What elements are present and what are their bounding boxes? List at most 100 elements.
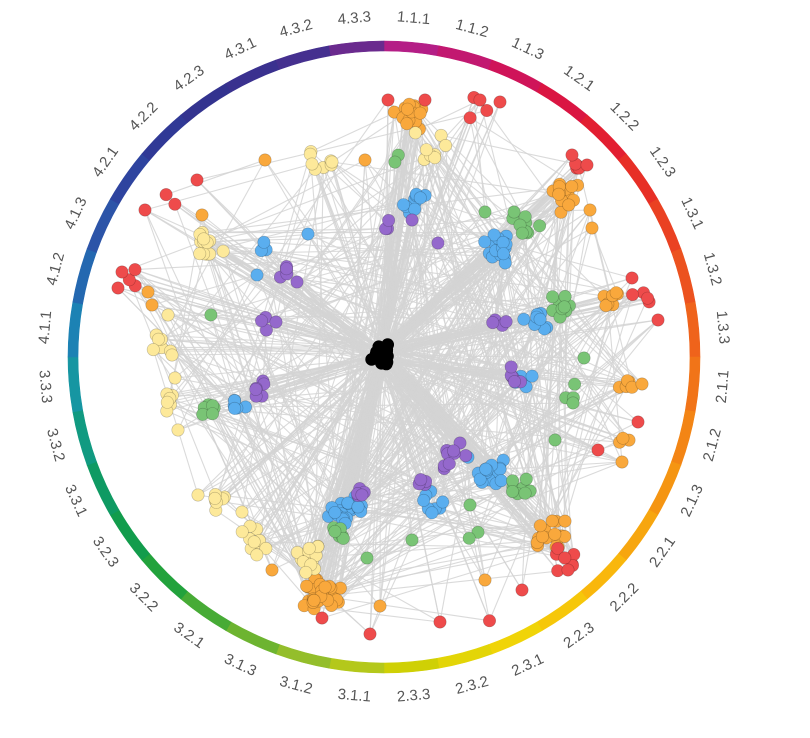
- network-node-blue[interactable]: [425, 506, 439, 520]
- network-node-purple[interactable]: [249, 382, 263, 396]
- network-node-blue[interactable]: [496, 247, 510, 261]
- network-node-red[interactable]: [168, 197, 182, 211]
- network-node-blue[interactable]: [417, 493, 431, 507]
- network-node-yellow[interactable]: [193, 247, 207, 261]
- network-node-yellow[interactable]: [428, 151, 442, 165]
- network-node-green[interactable]: [577, 351, 591, 365]
- network-node-green[interactable]: [505, 484, 519, 498]
- network-node-orange[interactable]: [265, 563, 279, 577]
- network-node-red[interactable]: [651, 313, 665, 327]
- network-node-purple[interactable]: [447, 444, 461, 458]
- network-node-blue[interactable]: [301, 227, 315, 241]
- network-node-orange[interactable]: [545, 514, 559, 528]
- network-node-purple[interactable]: [382, 213, 396, 227]
- network-node-yellow[interactable]: [247, 535, 261, 549]
- network-node-red[interactable]: [433, 615, 447, 629]
- network-node-green[interactable]: [515, 226, 529, 240]
- network-node-orange[interactable]: [195, 208, 209, 222]
- network-node-orange[interactable]: [558, 514, 572, 528]
- network-node-green[interactable]: [471, 525, 485, 539]
- network-node-orange[interactable]: [562, 198, 576, 212]
- network-node-orange[interactable]: [373, 599, 387, 613]
- network-node-blue[interactable]: [487, 228, 501, 242]
- network-node-orange[interactable]: [400, 102, 414, 116]
- network-node-green[interactable]: [533, 219, 547, 233]
- network-node-purple[interactable]: [405, 213, 419, 227]
- network-node-orange[interactable]: [552, 187, 566, 201]
- network-node-green[interactable]: [548, 433, 562, 447]
- network-node-orange[interactable]: [565, 179, 579, 193]
- network-node-red[interactable]: [418, 93, 432, 107]
- network-node-green[interactable]: [206, 407, 220, 421]
- network-node-blue[interactable]: [328, 505, 342, 519]
- network-node-red[interactable]: [115, 265, 129, 279]
- network-node-blue[interactable]: [479, 462, 493, 476]
- network-node-blue[interactable]: [478, 235, 492, 249]
- network-node-purple[interactable]: [290, 275, 304, 289]
- network-node-red[interactable]: [641, 291, 655, 305]
- network-node-yellow[interactable]: [151, 332, 165, 346]
- network-node-red[interactable]: [631, 415, 645, 429]
- network-node-yellow[interactable]: [165, 348, 179, 362]
- network-node-purple[interactable]: [507, 375, 521, 389]
- network-node-green[interactable]: [545, 290, 559, 304]
- network-node-blue[interactable]: [525, 369, 539, 383]
- network-node-yellow[interactable]: [305, 157, 319, 171]
- network-node-red[interactable]: [591, 443, 605, 457]
- network-node-yellow[interactable]: [146, 343, 160, 357]
- network-node-yellow[interactable]: [299, 565, 313, 579]
- network-node-yellow[interactable]: [250, 548, 264, 562]
- network-node-orange[interactable]: [358, 153, 372, 167]
- network-node-purple[interactable]: [442, 457, 456, 471]
- network-node-red[interactable]: [580, 158, 594, 172]
- network-node-red[interactable]: [493, 95, 507, 109]
- network-node-blue[interactable]: [228, 401, 242, 415]
- network-node-blue[interactable]: [436, 495, 450, 509]
- network-node-yellow[interactable]: [197, 232, 211, 246]
- network-node-blue[interactable]: [257, 235, 271, 249]
- network-node-green[interactable]: [566, 396, 580, 410]
- network-node-blue[interactable]: [517, 312, 531, 326]
- network-node-red[interactable]: [561, 563, 575, 577]
- network-node-orange[interactable]: [548, 527, 562, 541]
- network-node-yellow[interactable]: [191, 488, 205, 502]
- network-node-red[interactable]: [558, 551, 572, 565]
- network-node-orange[interactable]: [583, 203, 597, 217]
- network-node-orange[interactable]: [318, 580, 332, 594]
- network-node-purple[interactable]: [431, 236, 445, 250]
- network-node-orange[interactable]: [615, 455, 629, 469]
- network-node-yellow[interactable]: [235, 505, 249, 519]
- network-node-purple[interactable]: [499, 315, 513, 329]
- network-node-green[interactable]: [388, 155, 402, 169]
- network-node-red[interactable]: [122, 273, 136, 287]
- network-node-green[interactable]: [360, 551, 374, 565]
- network-node-purple[interactable]: [414, 473, 428, 487]
- network-node-orange[interactable]: [599, 299, 613, 313]
- network-node-yellow[interactable]: [171, 423, 185, 437]
- network-node-red[interactable]: [315, 611, 329, 625]
- network-node-red[interactable]: [381, 93, 395, 107]
- network-node-red[interactable]: [551, 541, 565, 555]
- network-node-blue[interactable]: [533, 312, 547, 326]
- network-node-green[interactable]: [478, 205, 492, 219]
- network-node-red[interactable]: [625, 288, 639, 302]
- network-node-green[interactable]: [507, 205, 521, 219]
- network-node-orange[interactable]: [535, 530, 549, 544]
- network-node-yellow[interactable]: [302, 541, 316, 555]
- network-node-red[interactable]: [363, 627, 377, 641]
- network-node-red[interactable]: [463, 111, 477, 125]
- network-node-red[interactable]: [515, 583, 529, 597]
- network-node-purple[interactable]: [355, 488, 369, 502]
- network-node-yellow[interactable]: [160, 395, 174, 409]
- network-node-orange[interactable]: [585, 221, 599, 235]
- network-node-red[interactable]: [159, 188, 173, 202]
- network-node-red[interactable]: [482, 614, 496, 628]
- network-node-orange[interactable]: [258, 153, 272, 167]
- network-node-red[interactable]: [138, 203, 152, 217]
- network-node-orange[interactable]: [533, 519, 547, 533]
- network-node-purple[interactable]: [255, 314, 269, 328]
- network-node-purple[interactable]: [279, 262, 293, 276]
- network-node-yellow[interactable]: [208, 491, 222, 505]
- network-node-orange[interactable]: [635, 377, 649, 391]
- network-node-orange[interactable]: [616, 431, 630, 445]
